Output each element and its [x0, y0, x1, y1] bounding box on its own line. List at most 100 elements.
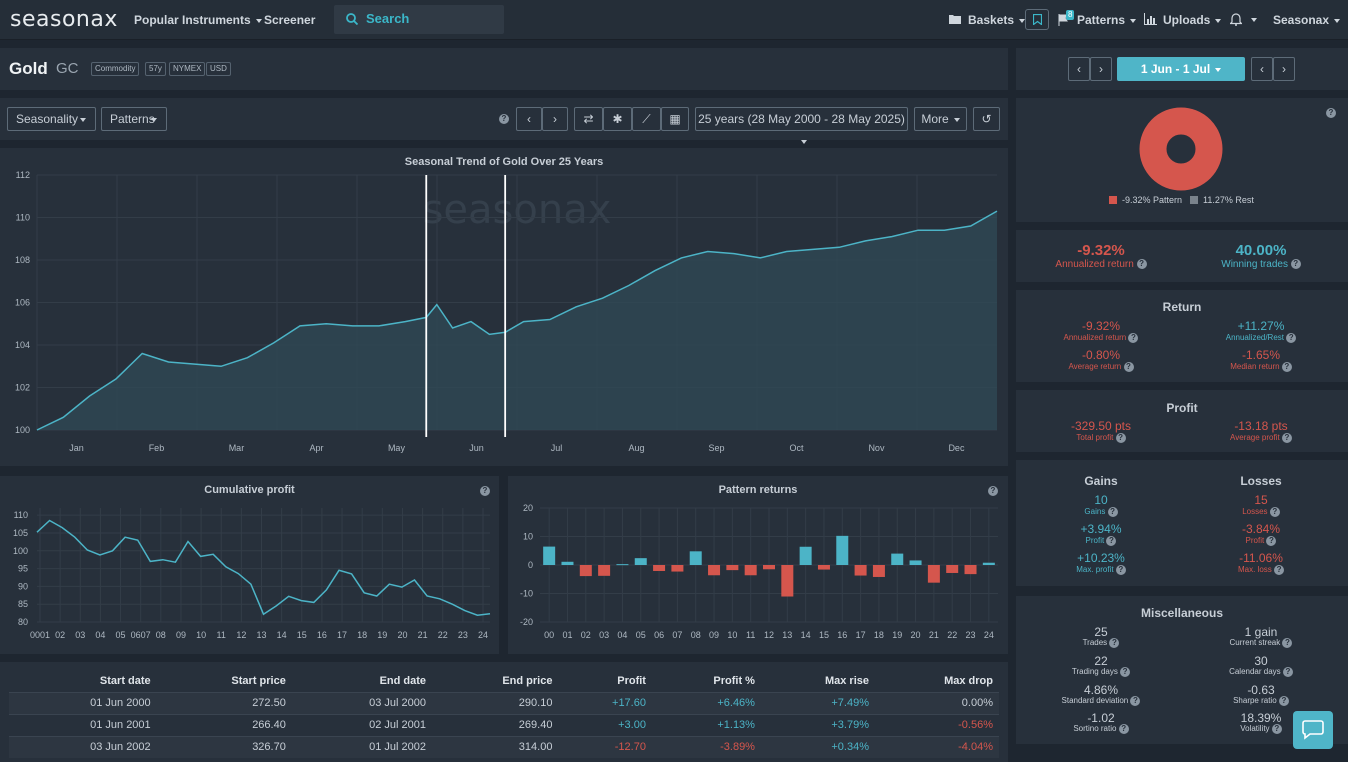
column-header[interactable]: End date	[379, 674, 427, 687]
gain-profit-stat: +3.94%	[1080, 522, 1122, 536]
x-tick-label: 10	[727, 630, 737, 640]
help-icon[interactable]: ?	[988, 486, 998, 496]
column-header[interactable]: Profit	[617, 674, 646, 687]
help-icon[interactable]: ?	[1278, 696, 1289, 706]
gains-count-label: Gains ?	[1036, 507, 1166, 517]
chat-button[interactable]	[1293, 711, 1333, 749]
column-header[interactable]: Max drop	[944, 674, 993, 687]
help-icon[interactable]: ?	[1281, 362, 1292, 372]
date-prev-button[interactable]: ‹	[1068, 57, 1090, 81]
bookmark-button[interactable]	[1025, 9, 1049, 30]
popular-instruments-menu[interactable]: Popular Instruments	[134, 13, 262, 27]
screener-link[interactable]: Screener	[264, 13, 316, 27]
user-menu[interactable]: Seasonax	[1273, 13, 1341, 27]
chevron-down-icon	[151, 118, 157, 122]
table-row[interactable]: 01 Jun 2001 266.40 02 Jul 2001 269.40 +3.00 +…	[9, 713, 999, 736]
winning-trades-value: 40.00%	[1235, 242, 1287, 259]
chevron-right-icon: ›	[553, 112, 557, 126]
x-tick-label: 08	[156, 630, 166, 640]
help-icon[interactable]: ?	[1269, 507, 1280, 517]
median-return-stat: -1.65%	[1241, 348, 1281, 362]
seasonax-logo[interactable]: seasonax	[10, 7, 118, 32]
next-button[interactable]: ›	[542, 107, 568, 131]
x-tick-label: Feb	[149, 443, 165, 453]
table-cell: 01 Jul 2002	[291, 735, 433, 758]
column-header[interactable]: Profit %	[713, 674, 755, 687]
column-header[interactable]: Max rise	[824, 674, 869, 687]
help-icon[interactable]: ?	[1281, 433, 1292, 443]
search-input[interactable]	[366, 11, 496, 26]
calendar-button[interactable]: ▦	[661, 107, 689, 131]
table-cell: +3.79%	[760, 713, 875, 736]
more-dropdown[interactable]: More	[914, 107, 967, 131]
column-header[interactable]: Start date	[99, 674, 151, 687]
pattern-returns-panel: Pattern returns ? 20 10 0 -10 -20 00 01 02 03 04 0…	[508, 476, 1008, 654]
annualized-rest-stat: +11.27%	[1237, 319, 1285, 333]
swap-button[interactable]: ⇄	[574, 107, 603, 131]
help-icon[interactable]: ?	[1118, 724, 1129, 734]
column-header[interactable]: Start price	[231, 674, 286, 687]
date-next-button[interactable]: ›	[1090, 57, 1112, 81]
help-icon[interactable]: ?	[1290, 259, 1301, 270]
patterns-menu[interactable]: Patterns	[1077, 13, 1137, 27]
help-icon[interactable]: ?	[1136, 259, 1147, 270]
help-icon[interactable]: ?	[1123, 362, 1134, 372]
help-icon[interactable]: ?	[1130, 696, 1141, 706]
pattern-returns-chart[interactable]: 20 10 0 -10 -20 00 01 02 03 04 05 06 07 08 09 10 11 12 13 1…	[508, 476, 1008, 654]
bar-chart-icon	[1144, 13, 1157, 25]
table-cell: +7.49%	[760, 691, 875, 714]
x-tick-label: 23	[966, 630, 976, 640]
baskets-menu[interactable]: Baskets	[968, 13, 1026, 27]
y-tick-label: 90	[18, 581, 28, 591]
help-icon[interactable]: ?	[499, 114, 509, 124]
reset-button[interactable]: ↺	[973, 107, 1000, 131]
help-icon[interactable]: ?	[1106, 536, 1117, 546]
help-icon[interactable]: ?	[1271, 724, 1282, 734]
period-prev-button[interactable]: ‹	[1251, 57, 1273, 81]
pattern-return-bar	[817, 565, 830, 570]
help-icon[interactable]: ?	[1326, 108, 1336, 118]
help-icon[interactable]: ?	[1286, 333, 1297, 343]
help-icon[interactable]: ?	[1266, 536, 1277, 546]
help-icon[interactable]: ?	[1282, 638, 1293, 648]
help-icon[interactable]: ?	[1107, 507, 1118, 517]
table-row[interactable]: 01 Jun 2000 272.50 03 Jul 2000 290.10 +17.60…	[9, 691, 999, 714]
max-profit-stat: +10.23%	[1077, 551, 1125, 565]
help-icon[interactable]: ?	[480, 486, 490, 496]
chevron-right-icon: ›	[1282, 62, 1286, 76]
notifications-chevron-icon[interactable]	[1251, 18, 1257, 22]
pattern-return-bar	[872, 565, 885, 577]
help-icon[interactable]: ?	[1274, 565, 1285, 575]
line-chart-button[interactable]: ⟋	[632, 107, 661, 131]
bug-button[interactable]: ✱	[603, 107, 632, 131]
date-range-dropdown[interactable]: 1 Jun - 1 Jul	[1117, 57, 1245, 81]
previous-button[interactable]: ‹	[516, 107, 542, 131]
y-tick-label: 110	[16, 213, 30, 223]
patterns-dropdown[interactable]: Patterns	[101, 107, 167, 131]
flag-icon	[1058, 14, 1068, 26]
help-icon[interactable]: ?	[1115, 433, 1126, 443]
x-tick-label: 17	[856, 630, 866, 640]
chevron-right-icon: ›	[1099, 62, 1103, 76]
average-return-label: Average return ?	[1036, 362, 1166, 372]
table-cell: 0.00%	[875, 691, 999, 714]
column-header[interactable]: End price	[502, 674, 553, 687]
help-icon[interactable]: ?	[1109, 638, 1120, 648]
y-tick-label: 105	[13, 528, 28, 538]
bell-icon[interactable]	[1230, 13, 1242, 26]
miscellaneous-title: Miscellaneous	[1140, 606, 1224, 620]
reset-icon: ↺	[981, 112, 992, 126]
cumulative-profit-panel: Cumulative profit ? 110 105 100 95 90 85 80 000…	[0, 476, 499, 654]
seasonality-dropdown[interactable]: Seasonality	[7, 107, 96, 131]
time-range-dropdown[interactable]: 25 years (28 May 2000 - 28 May 2025)	[695, 107, 908, 144]
help-icon[interactable]: ?	[1128, 333, 1139, 343]
table-row[interactable]: 03 Jun 2002 326.70 01 Jul 2002 314.00 -12.70…	[9, 735, 999, 758]
help-icon[interactable]: ?	[1115, 565, 1126, 575]
y-tick-label: 20	[523, 503, 533, 513]
help-icon[interactable]: ?	[1282, 667, 1293, 677]
period-next-button[interactable]: ›	[1273, 57, 1295, 81]
help-icon[interactable]: ?	[1120, 667, 1131, 677]
uploads-menu[interactable]: Uploads	[1163, 13, 1222, 27]
